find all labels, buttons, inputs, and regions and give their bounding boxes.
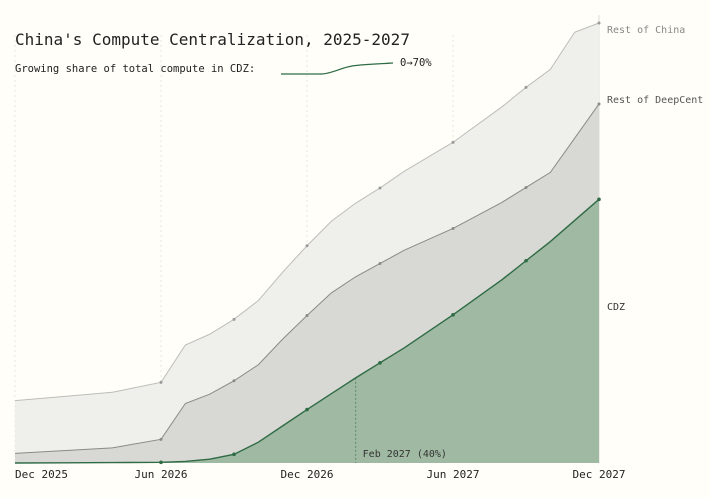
line-rest-of-deepcent bbox=[14, 103, 600, 454]
point-rest-of-china bbox=[159, 380, 163, 384]
series-lines bbox=[14, 22, 600, 464]
point-rest-of-deepcent bbox=[524, 185, 528, 189]
sparkline-label: 0→70% bbox=[400, 57, 432, 69]
label-rest-of-deepcent: Rest of DeepCent bbox=[607, 95, 703, 106]
area-rest-of-deepcent bbox=[15, 103, 599, 464]
x-tick-label: Dec 2027 bbox=[573, 468, 626, 481]
chart-title: China's Compute Centralization, 2025-202… bbox=[15, 30, 410, 49]
point-cdz bbox=[524, 258, 528, 263]
point-rest-of-china bbox=[524, 85, 528, 89]
x-tick-label: Jun 2027 bbox=[427, 468, 480, 481]
x-tick-label: Dec 2025 bbox=[15, 468, 68, 481]
point-rest-of-deepcent bbox=[378, 261, 382, 265]
x-tick-label: Jun 2026 bbox=[135, 468, 188, 481]
annotation-group: Feb 2027 (40%) bbox=[355, 377, 447, 463]
point-rest-of-deepcent bbox=[305, 313, 309, 317]
chart-subtitle: Growing share of total compute in CDZ: bbox=[15, 63, 255, 75]
area-cdz bbox=[15, 199, 599, 463]
stacked-areas bbox=[15, 23, 599, 464]
x-tick-label: Dec 2026 bbox=[281, 468, 334, 481]
point-rest-of-deepcent bbox=[159, 437, 163, 441]
point-cdz bbox=[378, 361, 382, 365]
area-labels: CDZ Rest of DeepCent Rest of China bbox=[607, 25, 703, 313]
label-cdz: CDZ bbox=[607, 302, 625, 313]
point-rest-of-deepcent bbox=[451, 226, 455, 230]
point-cdz bbox=[597, 197, 601, 202]
x-axis: Dec 2025 Jun 2026 Dec 2026 Jun 2027 Dec 2027 bbox=[15, 468, 625, 481]
point-cdz bbox=[451, 313, 455, 317]
point-cdz bbox=[305, 407, 309, 412]
area-rest-of-china bbox=[15, 23, 599, 454]
point-cdz bbox=[159, 460, 163, 465]
line-cdz bbox=[14, 198, 600, 464]
point-rest-of-china bbox=[305, 244, 309, 248]
point-rest-of-china bbox=[378, 186, 382, 190]
point-rest-of-deepcent bbox=[232, 379, 236, 383]
point-rest-of-china bbox=[232, 317, 236, 321]
point-rest-of-deepcent bbox=[597, 102, 601, 106]
point-cdz bbox=[232, 452, 236, 457]
label-rest-of-china: Rest of China bbox=[607, 25, 685, 36]
point-rest-of-china bbox=[451, 140, 455, 144]
point-rest-of-china bbox=[597, 21, 601, 25]
series-points bbox=[159, 21, 601, 465]
line-rest-of-china bbox=[14, 22, 600, 402]
share-sparkline bbox=[281, 62, 394, 75]
annotation-label: Feb 2027 (40%) bbox=[363, 449, 447, 460]
